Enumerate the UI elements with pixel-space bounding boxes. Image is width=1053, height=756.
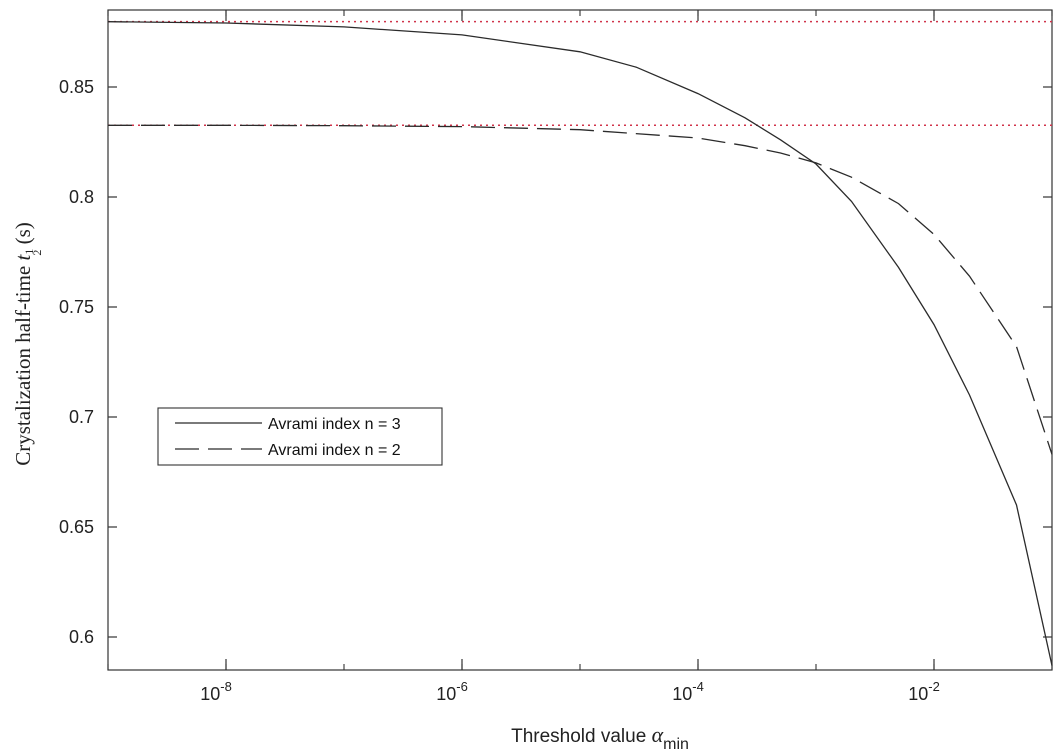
legend-label-2: Avrami index n = 2 <box>268 442 401 459</box>
x-tick-label: 10-6 <box>436 679 468 704</box>
x-tick-label: 10-8 <box>200 679 232 704</box>
x-tick-exponent: -4 <box>692 679 704 694</box>
y-tick-label: 0.75 <box>59 297 94 317</box>
x-tick-base: 10 <box>908 684 928 704</box>
legend-box <box>157 407 443 466</box>
x-tick-label: 10-2 <box>908 679 940 704</box>
y-axis-label-symbol: t <box>11 253 35 260</box>
y-axis-label-text: Crystalization half-time <box>11 260 35 465</box>
y-tick-label: 0.8 <box>69 187 94 207</box>
x-tick-exponent: -2 <box>928 679 940 694</box>
y-tick-label: 0.65 <box>59 517 94 537</box>
legend: Avrami index n = 3 Avrami index n = 2 <box>157 407 443 466</box>
plot-frame <box>107 9 1053 671</box>
x-tick-exponent: -8 <box>220 679 232 694</box>
y-axis-label-subscript-num: 1 <box>22 249 36 255</box>
y-axis-label-subscript-den: 2 <box>30 250 44 256</box>
y-tick-label: 0.7 <box>69 407 94 427</box>
series-line-n2 <box>108 124 1053 455</box>
x-tick-base: 10 <box>436 684 456 704</box>
x-tick-exponent: -6 <box>456 679 468 694</box>
series-line-n3 <box>107 21 1053 666</box>
y-axis-label-unit: (s) <box>11 222 35 249</box>
x-axis-label-symbol: α <box>652 722 664 747</box>
x-tick-base: 10 <box>200 684 220 704</box>
x-axis-label-text: Threshold value <box>511 726 651 747</box>
legend-label-1: Avrami index n = 3 <box>268 416 401 433</box>
x-tick-base: 10 <box>672 684 692 704</box>
y-axis-label: Crystalization half-time t12 (s) <box>11 222 44 466</box>
x-tick-label: 10-4 <box>672 679 704 704</box>
y-tick-label: 0.6 <box>69 627 94 647</box>
x-axis-label-subscript: min <box>663 736 689 753</box>
x-axis-label: Threshold value αmin <box>511 722 689 753</box>
y-tick-label: 0.85 <box>59 77 94 97</box>
